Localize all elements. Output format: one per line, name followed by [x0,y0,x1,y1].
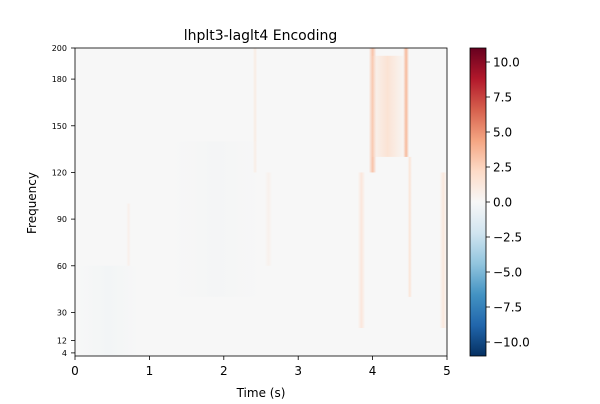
y-tick-label: 12 [57,336,67,345]
x-tick-label: 4 [369,364,377,378]
colorbar-tick-label: 2.5 [493,161,512,175]
y-tick-label: 150 [52,122,67,131]
x-tick-label: 2 [220,364,228,378]
y-tick-label: 180 [52,75,67,84]
colorbar-tick-label: 10.0 [493,56,520,70]
y-axis-label: Frequency [25,172,39,234]
heatmap-cell [264,172,273,266]
colorbar-tick-label: −5.0 [493,266,522,280]
colorbar-tick-label: −2.5 [493,231,522,245]
x-tick-label: 0 [71,364,79,378]
colorbar-tick-label: 5.0 [493,126,512,140]
heatmap-cell [252,48,258,173]
colorbar-tick-label: 7.5 [493,91,512,105]
heatmap-cell [439,172,447,328]
x-tick-label: 3 [294,364,302,378]
y-tick-label: 60 [57,262,67,271]
heatmap-cell [368,55,407,157]
x-tick-label: 1 [146,364,154,378]
heatmap-cell [407,156,413,297]
colorbar-tick-label: −10.0 [493,336,530,350]
y-axis: 4 12 30 60 90 120 150 180 200 [52,44,75,358]
heatmap-cell [357,172,366,328]
heatmap-cell [78,265,139,356]
colorbar-tick-label: 0.0 [493,196,512,210]
x-tick-label: 5 [443,364,451,378]
y-tick-label: 90 [57,215,67,224]
plot-frame [74,47,448,357]
x-axis-label: Time (s) [236,386,286,400]
heatmap-cell [171,141,261,297]
colorbar-gradient [470,48,486,356]
colorbar-tick-label: −7.5 [493,301,522,315]
chart-title: lhplt3-laglt4 Encoding [184,28,338,44]
x-axis: 0 1 2 3 4 5 [71,356,451,378]
plot-area [75,48,447,356]
y-tick-label: 4 [62,349,67,358]
y-tick-label: 200 [52,44,67,53]
y-tick-label: 30 [57,308,67,317]
heatmap-cell [126,203,131,266]
colorbar: 10.0 7.5 5.0 2.5 0.0 −2.5 −5.0 −7.5 −10.0 [469,47,530,357]
y-tick-label: 120 [52,168,67,177]
